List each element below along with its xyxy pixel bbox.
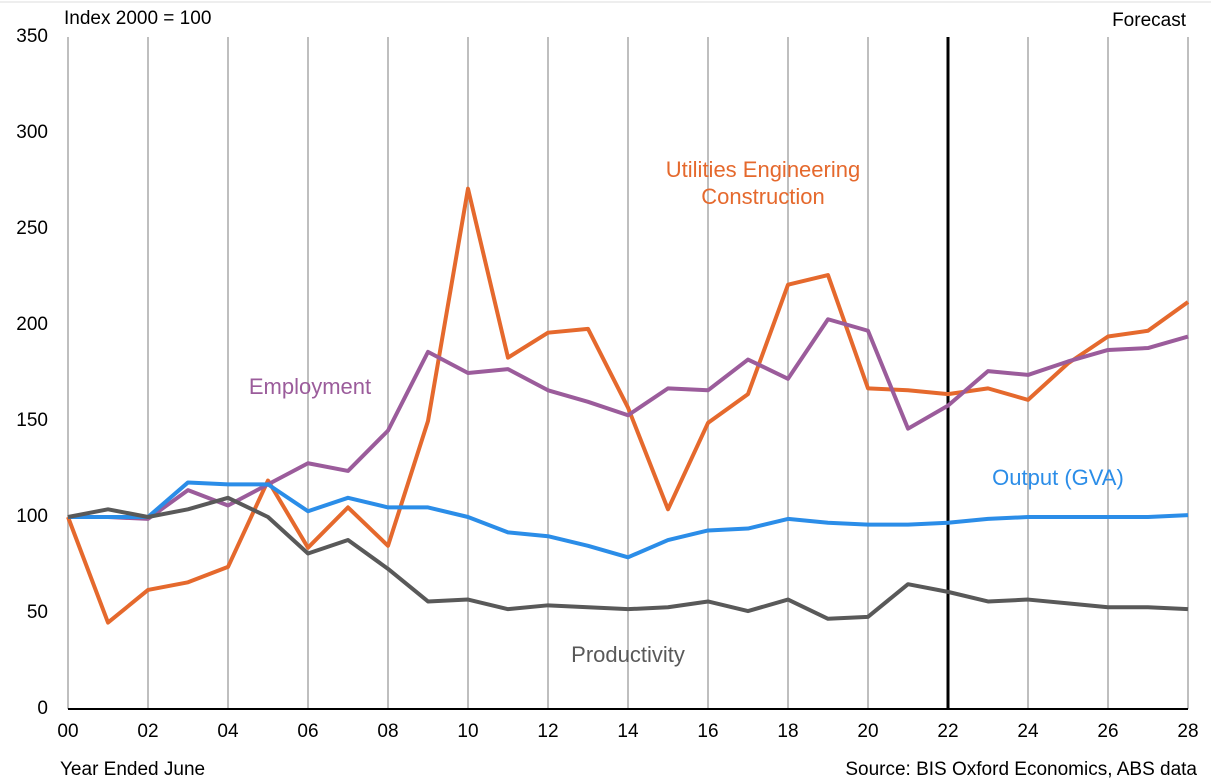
x-tick-label: 08 (377, 721, 398, 742)
line-series (67, 495, 1189, 621)
x-tick-label: 14 (617, 721, 639, 742)
x-tick-label: 00 (57, 721, 78, 742)
series-label: Output (GVA) (992, 464, 1124, 490)
forecast-label: Forecast (1112, 10, 1187, 31)
x-tick-label: 10 (457, 721, 478, 742)
line-series (68, 317, 1189, 521)
x-tick-label: 16 (697, 721, 718, 742)
x-axis-label: Year Ended June (60, 759, 205, 780)
series-label: Utilities Engineering Construction (665, 157, 861, 209)
y-tick-label: 50 (27, 602, 48, 623)
y-tick-label: 0 (37, 698, 48, 719)
x-tick-label: 12 (537, 721, 558, 742)
series-label: Productivity (571, 641, 685, 667)
x-tick-label: 02 (137, 721, 158, 742)
source: Source: BIS Oxford Economics, ABS data (845, 759, 1197, 780)
y-tick-label: 200 (16, 314, 48, 335)
y-tick-label: 100 (16, 506, 48, 527)
x-tick-label: 22 (937, 721, 958, 742)
x-tick-label: 18 (777, 721, 798, 742)
y-tick-label: 250 (16, 218, 48, 239)
x-tick-label: 04 (217, 721, 239, 742)
x-tick-label: 20 (857, 721, 878, 742)
y-tick-label: 300 (16, 122, 48, 143)
x-tick-label: 26 (1097, 721, 1118, 742)
series-label: Employment (248, 373, 372, 399)
line-series (68, 480, 1189, 560)
x-tick-label: 28 (1177, 721, 1198, 742)
x-tick-label: 24 (1017, 721, 1039, 742)
y-tick-label: 350 (16, 26, 48, 47)
x-tick-label: 06 (297, 721, 318, 742)
y-tick-label: 150 (16, 410, 48, 431)
chart-title: Index 2000 = 100 (64, 8, 211, 29)
